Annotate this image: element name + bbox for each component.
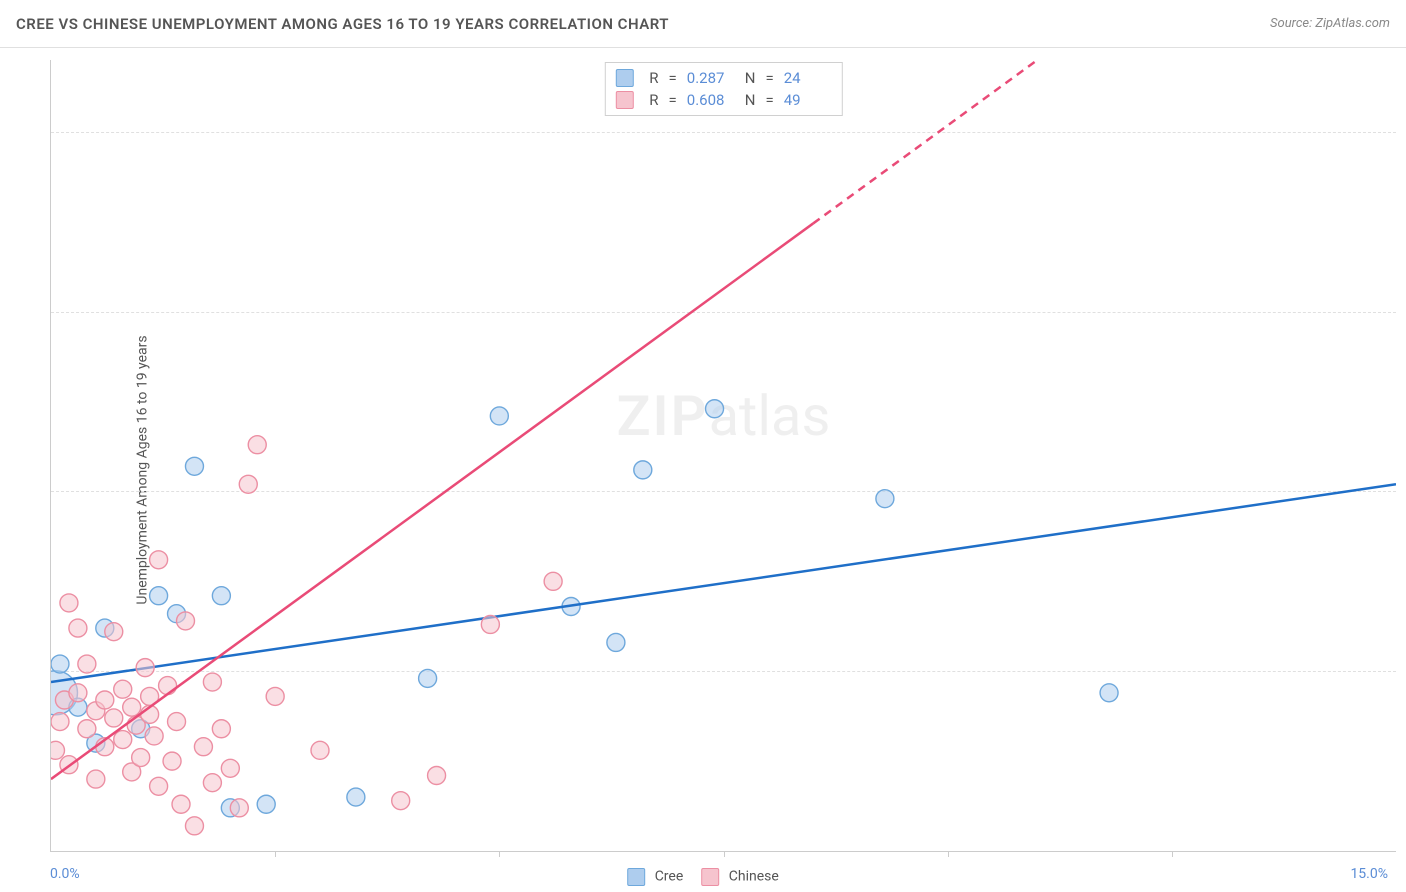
legend-swatch-cree [627,868,645,886]
scatter-point [51,741,64,759]
scatter-point [51,713,69,731]
scatter-point [114,731,132,749]
scatter-point [172,795,190,813]
legend-swatch-chinese [701,868,719,886]
scatter-point [145,727,163,745]
scatter-point [203,774,221,792]
trend-line [51,223,813,779]
scatter-point [203,673,221,691]
x-axis-max-label: 15.0% [1350,866,1388,882]
scatter-point [419,669,437,687]
trend-line-dashed [813,60,1037,223]
scatter-point [221,759,239,777]
stats-n-letter: N [745,69,756,87]
x-tick [1172,851,1173,857]
scatter-point [136,659,154,677]
x-tick [724,851,725,857]
scatter-point [163,752,181,770]
scatter-point [78,655,96,673]
legend-label-cree: Cree [655,869,684,885]
scatter-point [114,680,132,698]
scatter-point [428,766,446,784]
trend-line [51,484,1396,682]
scatter-point [51,655,69,673]
scatter-point [706,400,724,418]
legend-label-chinese: Chinese [729,869,779,885]
scatter-point [69,619,87,637]
stats-row-cree: R = 0.287 N = 24 [615,67,831,89]
x-axis-min-label: 0.0% [50,866,80,882]
scatter-point [607,633,625,651]
stats-r-letter: R [649,91,658,109]
scatter-point [257,795,275,813]
x-tick [275,851,276,857]
legend-item-cree: Cree [627,868,683,886]
scatter-point [96,691,114,709]
stats-n-value-cree: 24 [784,69,832,87]
scatter-point [392,792,410,810]
scatter-point [212,720,230,738]
scatter-point [248,436,266,454]
plot-svg [51,60,1396,851]
scatter-point [185,457,203,475]
scatter-point [311,741,329,759]
scatter-point [481,615,499,633]
scatter-point [634,461,652,479]
legend-item-chinese: Chinese [701,868,779,886]
scatter-point [60,594,78,612]
scatter-point [168,713,186,731]
scatter-point [150,587,168,605]
chart-header: CREE VS CHINESE UNEMPLOYMENT AMONG AGES … [0,0,1406,48]
chart-title: CREE VS CHINESE UNEMPLOYMENT AMONG AGES … [16,15,669,33]
scatter-point [347,788,365,806]
scatter-point [194,738,212,756]
scatter-point [490,407,508,425]
scatter-point [544,572,562,590]
chart-area: Unemployment Among Ages 16 to 19 years Z… [0,48,1406,892]
stats-equals: = [765,69,773,87]
stats-r-letter: R [649,69,658,87]
scatter-point [177,612,195,630]
x-tick [499,851,500,857]
scatter-point [159,677,177,695]
scatter-point [150,551,168,569]
stats-legend-box: R = 0.287 N = 24 R = 0.608 N = 49 [604,62,842,116]
scatter-point [132,749,150,767]
stats-swatch-cree [615,69,633,87]
stats-equals: = [765,91,773,109]
x-tick [948,851,949,857]
scatter-point [230,799,248,817]
scatter-point [69,684,87,702]
stats-r-value-chinese: 0.608 [687,91,735,109]
scatter-point [105,709,123,727]
bottom-legend: Cree Chinese [627,868,779,886]
scatter-point [105,623,123,641]
scatter-point [239,475,257,493]
stats-n-letter: N [745,91,756,109]
plot-region: ZIPatlas R = 0.287 N = 24 R = 0.608 N = … [50,60,1396,852]
scatter-point [266,687,284,705]
stats-swatch-chinese [615,91,633,109]
scatter-point [87,770,105,788]
stats-n-value-chinese: 49 [784,91,832,109]
stats-row-chinese: R = 0.608 N = 49 [615,89,831,111]
stats-equals: = [669,69,677,87]
scatter-point [78,720,96,738]
chart-source: Source: ZipAtlas.com [1270,16,1390,31]
stats-equals: = [669,91,677,109]
scatter-point [123,698,141,716]
scatter-point [150,777,168,795]
scatter-point [212,587,230,605]
scatter-point [1100,684,1118,702]
scatter-point [185,817,203,835]
stats-r-value-cree: 0.287 [687,69,735,87]
scatter-point [876,490,894,508]
